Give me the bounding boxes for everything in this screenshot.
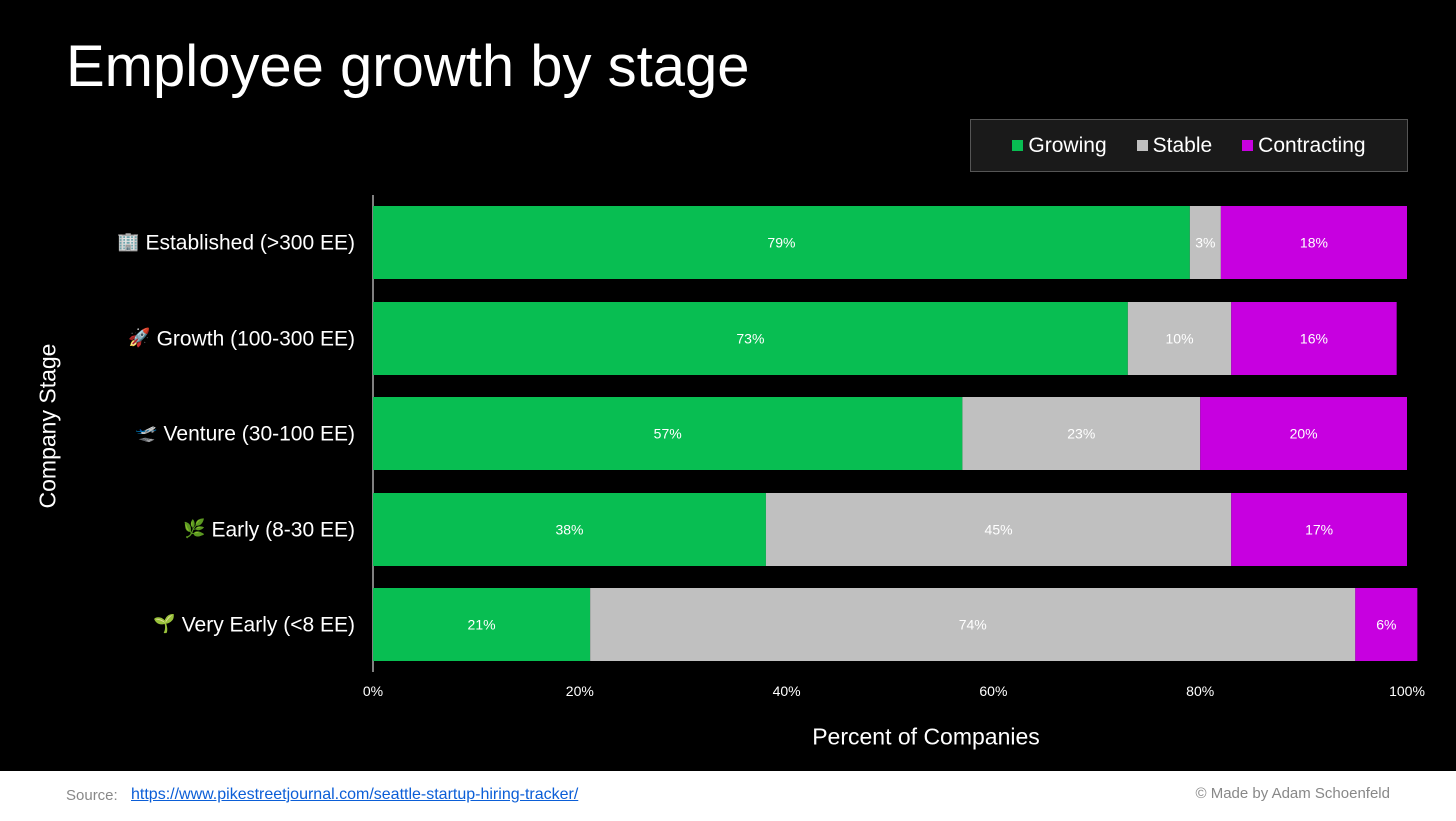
- data-label-contracting-3: 17%: [1305, 522, 1333, 538]
- data-label-contracting-2: 20%: [1290, 426, 1318, 442]
- bar-contracting-3: [1231, 493, 1407, 566]
- footer: Source: https://www.pikestreetjournal.co…: [0, 771, 1456, 821]
- category-label-3: Early (8-30 EE): [211, 519, 355, 542]
- x-tick-label-4: 80%: [1186, 683, 1214, 699]
- legend-item-stable: Stable: [1136, 133, 1213, 158]
- seedling-icon: 🌱: [153, 614, 175, 635]
- data-label-stable-2: 23%: [1067, 426, 1095, 442]
- x-axis-title: Percent of Companies: [812, 723, 1040, 750]
- x-tick-label-2: 40%: [773, 683, 801, 699]
- legend-label-stable: Stable: [1152, 133, 1213, 157]
- data-label-stable-1: 10%: [1166, 331, 1194, 347]
- bar-growing-2: [373, 397, 963, 470]
- chart-legend: Growing Stable Contracting: [970, 119, 1408, 172]
- bar-stable-4: [590, 588, 1356, 661]
- data-label-growing-1: 73%: [736, 331, 764, 347]
- data-label-growing-4: 21%: [468, 617, 496, 633]
- legend-item-contracting: Contracting: [1242, 133, 1366, 158]
- chart-title: Employee growth by stage: [66, 34, 750, 99]
- data-label-contracting-1: 16%: [1300, 331, 1328, 347]
- bar-stable-2: [962, 397, 1201, 470]
- bar-growing-0: [373, 206, 1190, 279]
- data-label-contracting-0: 18%: [1300, 235, 1328, 251]
- airplane-icon: 🛫: [135, 423, 157, 444]
- bar-stable-0: [1189, 206, 1221, 279]
- data-label-growing-2: 57%: [654, 426, 682, 442]
- bar-contracting-0: [1220, 206, 1407, 279]
- bar-stable-3: [765, 493, 1232, 566]
- bar-stable-1: [1127, 302, 1232, 375]
- office-building-icon: 🏢: [117, 232, 139, 253]
- data-label-stable-3: 45%: [985, 522, 1013, 538]
- category-label-0: Established (>300 EE): [145, 232, 355, 255]
- category-label-4: Very Early (<8 EE): [182, 614, 355, 637]
- data-label-stable-4: 74%: [959, 617, 987, 633]
- x-tick-label-0: 0%: [363, 683, 383, 699]
- x-tick-label-3: 60%: [979, 683, 1007, 699]
- rocket-icon: 🚀: [128, 327, 150, 349]
- bar-contracting-1: [1231, 302, 1397, 375]
- stacked-bar-chart: 79% 3% 18% Established (>300 EE) 🏢 73% 10% 16% G…: [117, 195, 1425, 699]
- legend-swatch-stable: [1136, 140, 1148, 151]
- source-label: Source:: [66, 787, 118, 804]
- category-label-2: Venture (30-100 EE): [164, 423, 355, 446]
- bar-contracting-4: [1355, 588, 1418, 661]
- chart-slide: Employee growth by stage Growing Stable …: [0, 0, 1456, 771]
- bar-contracting-2: [1200, 397, 1407, 470]
- legend-item-growing: Growing: [1012, 133, 1107, 158]
- data-label-stable-0: 3%: [1195, 235, 1215, 251]
- data-label-contracting-4: 6%: [1376, 617, 1396, 633]
- x-tick-label-1: 20%: [566, 683, 594, 699]
- legend-swatch-growing: [1012, 140, 1024, 151]
- bar-growing-4: [373, 588, 591, 661]
- bar-growing-3: [373, 493, 766, 566]
- x-tick-label-5: 100%: [1389, 683, 1425, 699]
- legend-swatch-contracting: [1242, 140, 1254, 151]
- source-link[interactable]: https://www.pikestreetjournal.com/seattl…: [131, 786, 579, 803]
- category-label-1: Growth (100-300 EE): [157, 328, 355, 351]
- legend-label-growing: Growing: [1028, 133, 1107, 157]
- credit-text: © Made by Adam Schoenfeld: [1195, 785, 1390, 802]
- data-label-growing-3: 38%: [555, 522, 583, 538]
- legend-label-contracting: Contracting: [1258, 133, 1366, 157]
- herb-icon: 🌿: [183, 518, 205, 540]
- bar-growing-1: [373, 302, 1128, 375]
- data-label-growing-0: 79%: [767, 235, 795, 251]
